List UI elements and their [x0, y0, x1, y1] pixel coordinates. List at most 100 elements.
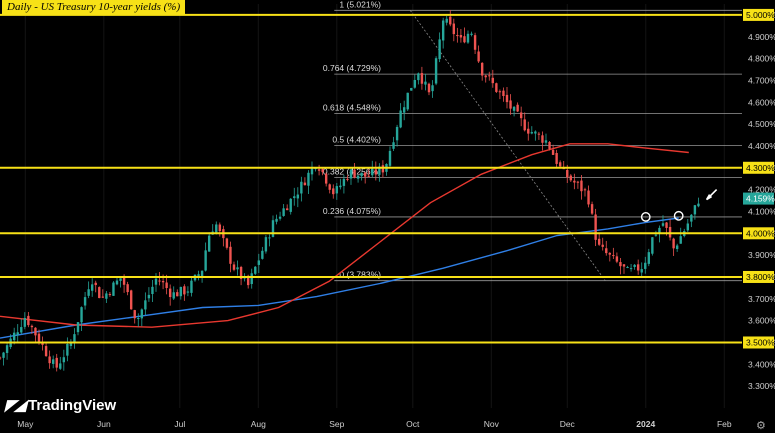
time-axis-label: Dec — [560, 419, 576, 429]
level-price-tag — [743, 336, 774, 349]
candle-body — [133, 310, 136, 319]
candle-body — [232, 264, 236, 270]
candle-body — [275, 218, 278, 222]
candle-body — [161, 281, 165, 283]
candle-body — [154, 278, 158, 285]
candle-body — [686, 223, 690, 231]
fib-label: 0.764 (4.729%) — [323, 63, 381, 73]
candle-body — [204, 250, 207, 271]
time-axis-label: Feb — [717, 419, 732, 429]
candle-body — [20, 327, 23, 333]
candle-body — [519, 112, 523, 119]
candle-body — [537, 133, 541, 135]
time-axis-label: Jun — [97, 419, 111, 429]
candle-body — [218, 224, 222, 232]
level-price-tag — [743, 8, 774, 21]
candle-body — [558, 162, 562, 167]
candle-body — [119, 278, 122, 281]
moving-average-line — [0, 217, 679, 339]
candle-body — [502, 90, 505, 97]
candle-body — [608, 252, 612, 255]
price-axis-tick: 4.700% — [748, 75, 775, 85]
candle-body — [665, 222, 668, 228]
candle-body — [636, 264, 640, 271]
candle-body — [23, 317, 27, 327]
candle-body — [225, 238, 229, 248]
candle-body — [271, 220, 275, 237]
candle-body — [633, 264, 636, 267]
candle-body — [80, 307, 83, 323]
candle-body — [69, 341, 73, 347]
candle-body — [523, 119, 526, 131]
price-axis-tick: 4.200% — [748, 185, 775, 195]
candle-body — [339, 185, 342, 188]
candle-body — [62, 357, 66, 363]
candle-body — [505, 94, 509, 103]
candle-body — [317, 169, 321, 171]
candle-body — [381, 165, 385, 173]
candle-body — [34, 327, 37, 336]
time-axis-label: Nov — [484, 419, 500, 429]
candle-body — [452, 23, 456, 35]
tradingview-logo[interactable]: ◤◢ TradingView — [5, 396, 117, 415]
candle-body — [59, 363, 62, 369]
level-price-label: 5.000% — [746, 10, 775, 20]
candle-body — [55, 357, 58, 368]
candle-body — [615, 256, 619, 262]
candle-body — [374, 169, 378, 175]
candle-body — [236, 267, 239, 270]
candle-body — [459, 35, 463, 38]
candle-body — [651, 237, 654, 254]
candle-body — [583, 189, 587, 191]
level-price-tag — [743, 227, 774, 240]
candle-body — [257, 260, 261, 265]
candle-body — [495, 83, 498, 92]
time-axis-label: Oct — [406, 419, 420, 429]
candle-body — [332, 188, 335, 195]
candle-body — [544, 140, 548, 143]
candle-body — [129, 290, 133, 310]
brand-name: TradingView — [28, 396, 117, 414]
candle-body — [16, 332, 19, 335]
candle-body — [83, 297, 87, 306]
time-axis-label: Aug — [251, 419, 266, 429]
candle-body — [587, 190, 590, 205]
price-axis-tick: 4.400% — [748, 141, 775, 151]
candle-body — [183, 286, 186, 295]
candle-body — [321, 168, 324, 173]
candle-body — [463, 36, 466, 43]
candle-body — [573, 180, 576, 183]
candle-body — [470, 33, 473, 35]
candle-body — [300, 181, 303, 194]
candle-body — [445, 18, 448, 23]
candle-body — [420, 73, 424, 84]
candle-body — [629, 268, 633, 270]
candle-body — [410, 87, 413, 91]
candle-body — [126, 284, 129, 293]
candle-body — [360, 172, 363, 177]
candle-body — [488, 75, 491, 77]
moving-average-line — [0, 143, 689, 328]
candle-body — [66, 343, 69, 356]
candle-body — [5, 345, 9, 353]
candle-body — [293, 196, 296, 199]
fib-label: 0.618 (4.548%) — [323, 103, 381, 113]
candle-body — [41, 343, 44, 345]
candle-body — [392, 142, 395, 149]
price-axis-tick: 4.500% — [748, 119, 775, 129]
price-axis-tick: 4.100% — [748, 206, 775, 216]
candle-body — [356, 175, 360, 179]
price-axis-tick: 3.600% — [748, 316, 775, 326]
candle-body — [473, 35, 477, 50]
candle-body — [534, 131, 537, 134]
candle-body — [626, 266, 629, 268]
current-price-label: 4.159% — [746, 194, 775, 204]
candle-body — [601, 244, 604, 247]
candle-body — [477, 51, 480, 62]
candle-body — [434, 58, 438, 84]
gear-icon[interactable]: ⚙ — [756, 420, 766, 432]
candle-body — [73, 334, 76, 343]
candle-body — [108, 294, 112, 296]
